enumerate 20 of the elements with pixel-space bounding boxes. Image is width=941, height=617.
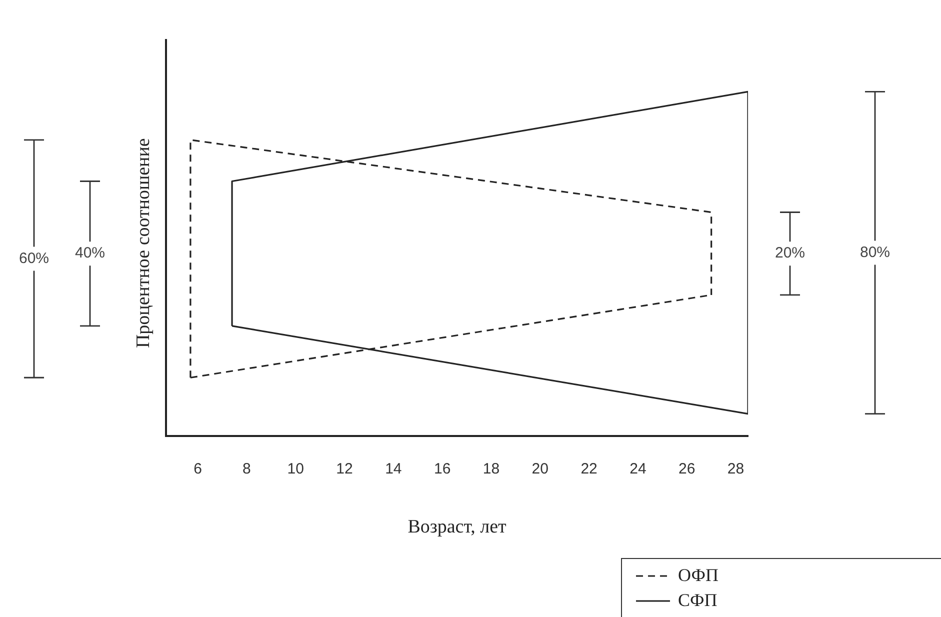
- x-tick-label: 6: [194, 460, 202, 478]
- text: 60%: [18, 250, 50, 267]
- x-tick-label: 20: [532, 460, 548, 478]
- text: 80%: [860, 244, 890, 261]
- text: 40%: [74, 244, 106, 262]
- legend-label: ОФП: [678, 565, 718, 586]
- x-tick-label: 8: [242, 460, 251, 478]
- x-tick-label: 12: [336, 460, 353, 478]
- x-tick-label: 26: [678, 460, 696, 478]
- x-tick-label: 14: [385, 460, 402, 478]
- x-tick-label: 18: [482, 460, 500, 478]
- legend-label: СФП: [678, 590, 718, 611]
- x-axis-title: Возраст, лет: [408, 516, 508, 538]
- text: 20%: [774, 244, 806, 262]
- x-tick-label: 28: [727, 460, 744, 478]
- y-axis-title: Процентное соотношение: [132, 138, 154, 348]
- x-tick-label: 22: [580, 460, 598, 478]
- x-tick-label: 24: [630, 460, 646, 478]
- x-tick-label: 10: [287, 460, 304, 478]
- x-tick-label: 16: [434, 460, 451, 478]
